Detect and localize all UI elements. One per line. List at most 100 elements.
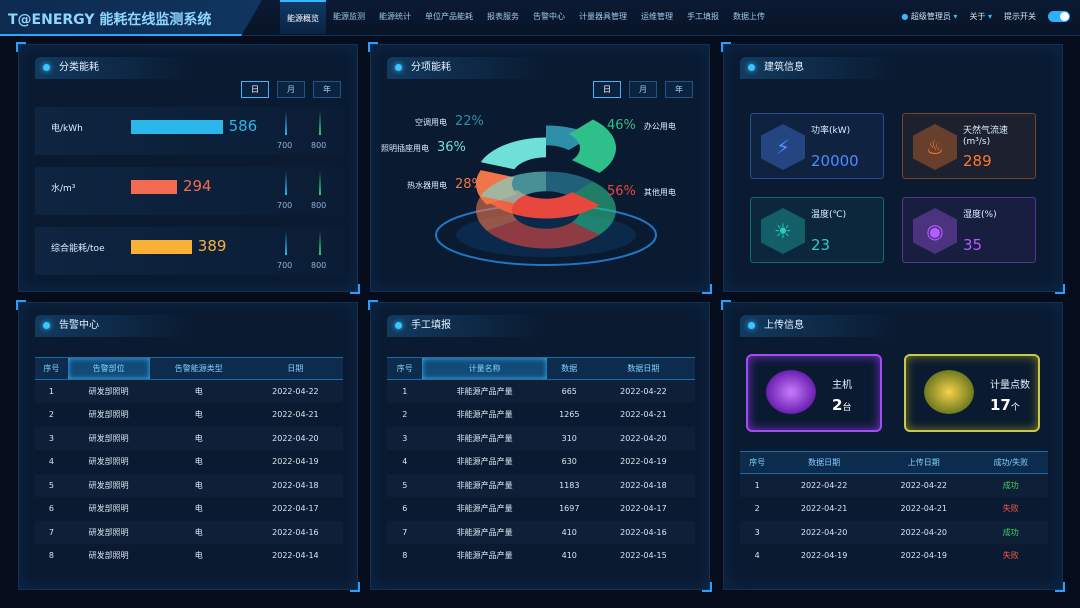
table-cell: 4	[402, 457, 408, 467]
column-header[interactable]: 数据	[546, 357, 592, 380]
table-cell: 7	[35, 520, 68, 544]
table-row[interactable]: 2 2022-04-21 2022-04-21 失败	[740, 497, 1048, 521]
points-number: 17	[990, 396, 1011, 414]
table-row[interactable]: 2 研发部照明 电 2022-04-21	[35, 403, 343, 427]
table-cell: 2022-04-16	[591, 520, 695, 544]
category-energy-panel: 分类能耗 日月年 电/kWh 586 700 800 水/m³ 294 700 800 综合能耗…	[16, 42, 360, 294]
manual-entry-table: 序号 计量名称 数据 数据日期 1 非能源产品产量 665 2022-04-22 2 非能源产品产…	[387, 357, 695, 568]
pie-label-value: 56%	[607, 184, 636, 199]
table-row[interactable]: 4 研发部照明 电 2022-04-19	[35, 450, 343, 474]
column-header[interactable]: 告警能源类型	[149, 357, 248, 380]
table-row[interactable]: 4 非能源产品产量 630 2022-04-19	[387, 450, 695, 474]
humidity-icon: ◉	[913, 208, 957, 254]
table-cell: 2022-04-21	[272, 410, 319, 420]
pie-label-name: 照明插座用电	[381, 143, 429, 153]
table-row[interactable]: 7 非能源产品产量 410 2022-04-16	[387, 520, 695, 544]
table-cell: 非能源产品产量	[422, 473, 547, 497]
table-cell: 2022-04-20	[873, 520, 974, 544]
nav-item[interactable]: 能源监测	[333, 12, 365, 21]
hint-toggle[interactable]	[1048, 11, 1070, 22]
column-header[interactable]: 序号	[35, 357, 68, 380]
table-cell: 研发部照明	[67, 473, 150, 497]
metric-label: 湿度(%)	[963, 210, 997, 220]
pie-label: 热水器用电 28%	[407, 177, 484, 192]
about-menu[interactable]: 关于 ▾	[969, 11, 992, 22]
table-row[interactable]: 6 研发部照明 电 2022-04-17	[35, 497, 343, 521]
table-cell: 4	[48, 457, 54, 467]
period-tab[interactable]: 日	[593, 81, 621, 98]
period-tab[interactable]: 年	[313, 81, 341, 98]
nav-item[interactable]: 手工填报	[687, 12, 719, 21]
column-header[interactable]: 告警部位	[67, 357, 150, 380]
energy-bar	[131, 180, 177, 194]
period-tab[interactable]: 年	[665, 81, 693, 98]
upload-table: 序号 数据日期 上传日期 成功/失败 1 2022-04-22 2022-04-22 成功 2 2…	[740, 451, 1048, 568]
column-header[interactable]: 序号	[387, 357, 423, 380]
host-value: 2台	[832, 396, 851, 414]
energy-row: 电/kWh 586 700 800	[35, 107, 345, 155]
energy-label: 综合能耗/toe	[51, 244, 105, 254]
chevron-down-icon: ▾	[953, 12, 958, 21]
threshold-marker	[285, 111, 287, 135]
table-row[interactable]: 1 非能源产品产量 665 2022-04-22	[387, 379, 695, 403]
user-menu[interactable]: ● 超级管理员 ▾	[901, 11, 957, 22]
table-row[interactable]: 6 非能源产品产量 1697 2022-04-17	[387, 497, 695, 521]
nav-item[interactable]: 数据上传	[733, 12, 765, 21]
column-header[interactable]: 上传日期	[873, 451, 974, 474]
table-cell: 2022-04-19	[900, 551, 948, 561]
table-row[interactable]: 3 研发部照明电 2022-04-20	[35, 426, 343, 450]
logo: T@ENERGY 能耗在线监测系统	[0, 0, 262, 36]
nav-item[interactable]: 告警中心	[533, 12, 565, 21]
table-cell: 研发部照明	[67, 520, 150, 544]
table-cell: 410	[546, 520, 592, 544]
table-row[interactable]: 5 非能源产品产量 1183 2022-04-18	[387, 473, 695, 497]
period-tab[interactable]: 日	[241, 81, 269, 98]
table-cell: 非能源产品产量	[456, 410, 513, 420]
metric-card: ☀ 温度(℃) 23	[750, 197, 884, 263]
column-header[interactable]: 数据日期	[774, 451, 874, 474]
nav-item[interactable]: 运维管理	[641, 12, 673, 21]
table-row[interactable]: 8 非能源产品产量 410 2022-04-15	[387, 544, 695, 568]
table-row[interactable]: 7 研发部照明电 2022-04-16	[35, 520, 343, 544]
nav-item[interactable]: 能源统计	[379, 12, 411, 21]
table-row[interactable]: 3 2022-04-20 2022-04-20 成功	[740, 520, 1048, 544]
period-tab[interactable]: 月	[629, 81, 657, 98]
column-header[interactable]: 数据日期	[591, 357, 695, 380]
table-cell: 2	[48, 410, 54, 420]
column-header[interactable]: 序号	[740, 451, 775, 474]
table-row[interactable]: 1 研发部照明电 2022-04-22	[35, 379, 343, 403]
table-cell: 3	[387, 426, 423, 450]
column-header[interactable]: 日期	[247, 357, 343, 380]
table-row[interactable]: 8 研发部照明 电 2022-04-14	[35, 544, 343, 568]
nav-item[interactable]: 报表服务	[487, 12, 519, 21]
table-row[interactable]: 2 非能源产品产量 1265 2022-04-21	[387, 403, 695, 427]
metric-label: 天然气流速(m³/s)	[963, 126, 1009, 147]
table-cell: 电	[149, 426, 248, 450]
metric-value: 35	[963, 236, 983, 254]
table-cell: 8	[48, 551, 54, 561]
threshold-marker	[285, 171, 287, 195]
table-row[interactable]: 3 非能源产品产量 310 2022-04-20	[387, 426, 695, 450]
column-header[interactable]: 成功/失败	[973, 451, 1048, 474]
nav-item[interactable]: 能源概览	[280, 0, 326, 34]
table-cell: 电	[149, 520, 248, 544]
toggle-label: 提示开关	[1004, 12, 1036, 21]
period-tab[interactable]: 月	[277, 81, 305, 98]
table-row[interactable]: 1 2022-04-22 2022-04-22 成功	[740, 473, 1048, 497]
metric-card: ◉ 湿度(%) 35	[902, 197, 1036, 263]
nav-item[interactable]: 计量器具管理	[579, 12, 627, 21]
panel-title: 分项能耗	[387, 57, 547, 79]
table-cell: 研发部照明	[88, 504, 129, 514]
table-row[interactable]: 4 2022-04-19 2022-04-19 失败	[740, 544, 1048, 568]
nav-item[interactable]: 单位产品能耗	[425, 12, 473, 21]
table-cell: 5	[35, 473, 68, 497]
alarm-center-panel: 告警中心 序号 告警部位 告警能源类型 日期 1 研发部照明电 2022-04-22 2 研发部…	[16, 300, 360, 592]
alarm-table: 序号 告警部位 告警能源类型 日期 1 研发部照明电 2022-04-22 2 研发部照明电 20…	[35, 357, 343, 568]
table-cell: 1265	[559, 410, 580, 420]
table-cell: 310	[546, 426, 592, 450]
table-cell: 7	[387, 520, 423, 544]
column-header[interactable]: 计量名称	[422, 357, 547, 380]
table-cell: 非能源产品产量	[422, 426, 547, 450]
table-cell: 电	[149, 473, 248, 497]
table-row[interactable]: 5 研发部照明电 2022-04-18	[35, 473, 343, 497]
